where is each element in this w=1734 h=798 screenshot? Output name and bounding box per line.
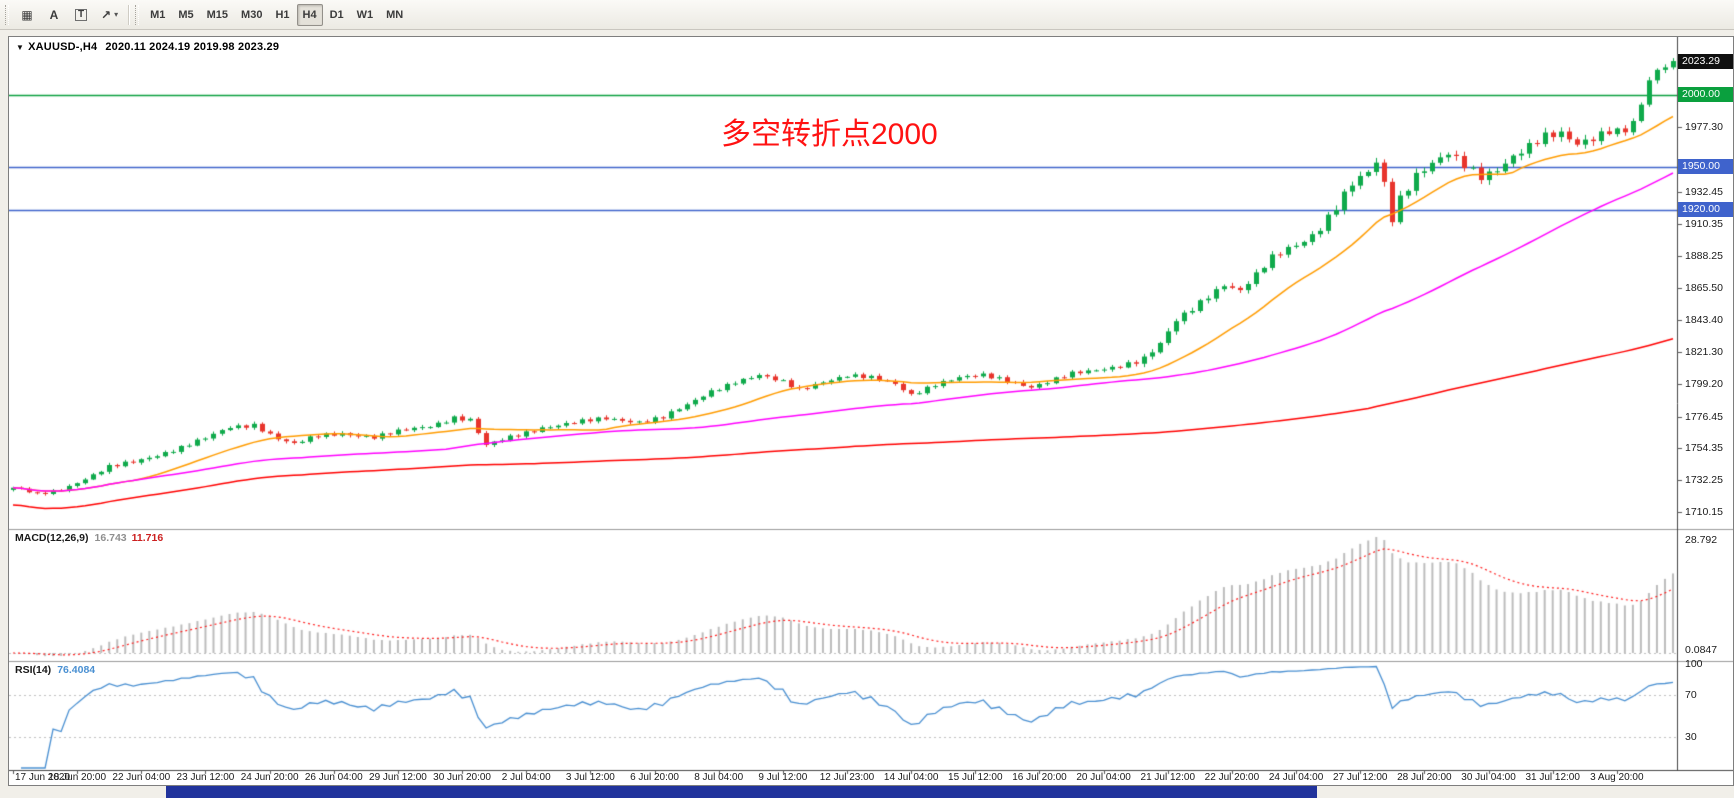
- timeframe-button-h1[interactable]: H1: [275, 8, 290, 21]
- chart-window: ▼ XAUUSD-,H4 2020.11 2024.19 2019.98 2023.…: [8, 36, 1734, 786]
- toolbar-drag-handle-2[interactable]: [135, 4, 140, 25]
- text-icon: A: [49, 7, 59, 22]
- taskbar-window-button[interactable]: [166, 786, 1317, 798]
- toolbar: ▦ A T ↗ ▾ M1 M5 M15 M30 H1 H4 D1 W1 MN: [0, 0, 1734, 30]
- text-label-tool-button[interactable]: T: [68, 4, 94, 26]
- timeframe-button-m5[interactable]: M5: [178, 8, 194, 21]
- timeframe-button-mn[interactable]: MN: [386, 8, 404, 21]
- tools-group: ▦ A T ↗ ▾: [14, 4, 124, 26]
- timeframe-button-h4[interactable]: H4: [296, 3, 323, 26]
- grid-icon: ▦: [21, 7, 33, 22]
- text-label-icon: T: [74, 8, 88, 21]
- candlestick-chart-canvas[interactable]: [9, 37, 1733, 785]
- timeframe-button-d1[interactable]: D1: [329, 8, 344, 21]
- timeframe-button-m1[interactable]: M1: [150, 8, 166, 21]
- dropdown-caret-icon: ▾: [114, 10, 119, 19]
- bottom-bar: [0, 786, 1734, 798]
- timeframe-button-m15[interactable]: M15: [206, 8, 229, 21]
- arrows-icon: ↗: [101, 7, 112, 22]
- timeframe-group: M1 M5 M15 M30 H1 H4 D1 W1 MN: [144, 3, 409, 26]
- timeframe-button-m30[interactable]: M30: [241, 8, 263, 21]
- arrows-tool-button[interactable]: ↗ ▾: [95, 4, 124, 26]
- toolbar-drag-handle[interactable]: [5, 4, 9, 25]
- grid-tool-button[interactable]: ▦: [14, 4, 40, 26]
- text-tool-button[interactable]: A: [41, 4, 67, 26]
- timeframe-button-w1[interactable]: W1: [356, 8, 374, 21]
- toolbar-separator: [128, 4, 130, 25]
